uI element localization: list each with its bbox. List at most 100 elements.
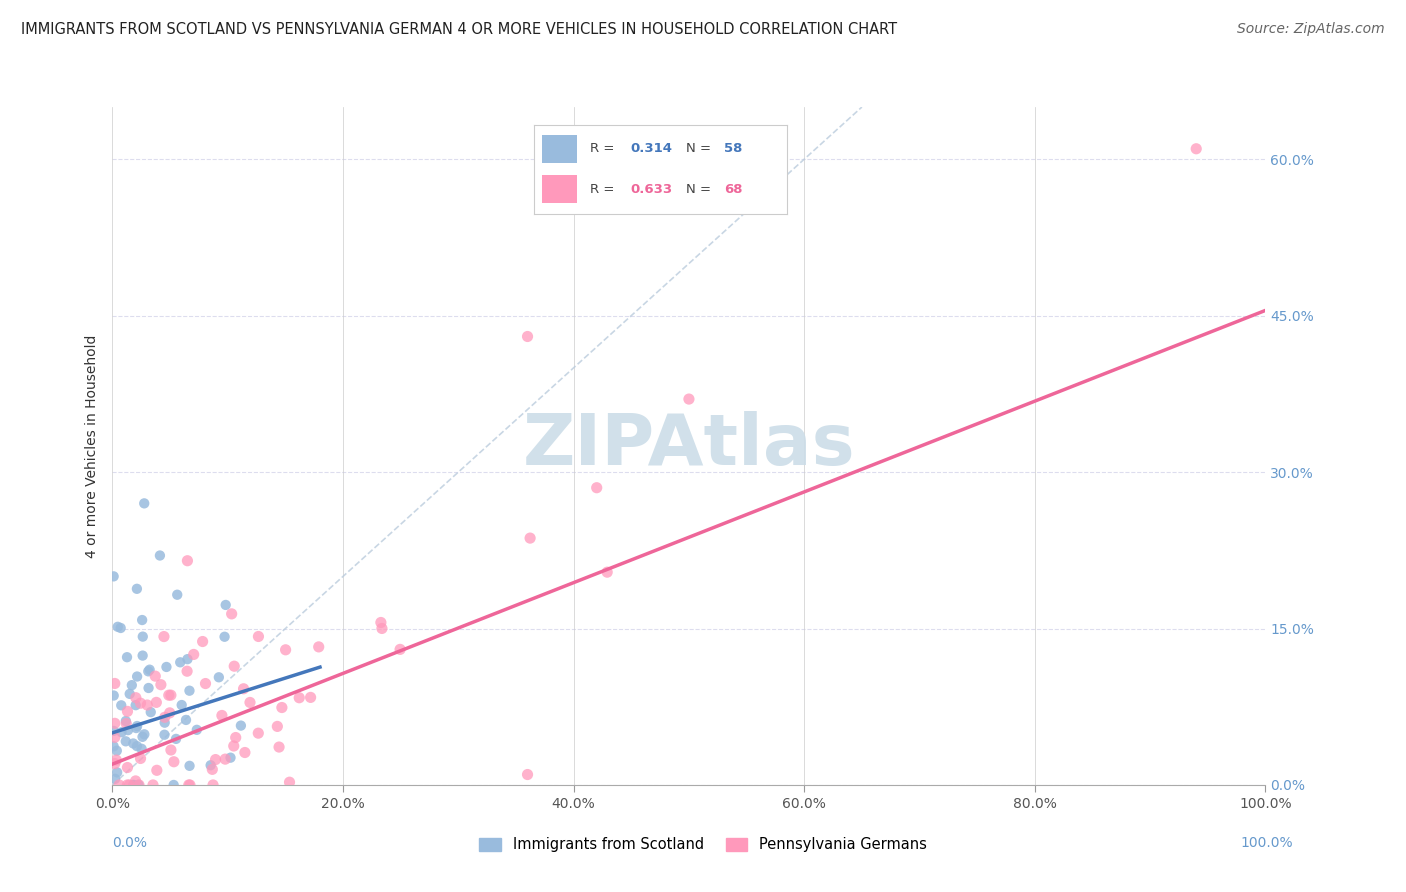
Text: ZIPAtlas: ZIPAtlas xyxy=(523,411,855,481)
Point xyxy=(134,496,156,510)
Point xyxy=(103,739,125,754)
Point xyxy=(266,719,288,733)
Point xyxy=(200,758,222,772)
Point xyxy=(160,743,183,757)
Point xyxy=(176,664,198,678)
Point xyxy=(136,698,159,712)
Point xyxy=(153,715,176,730)
Point xyxy=(153,728,176,742)
Point xyxy=(131,648,153,663)
Point xyxy=(132,630,155,644)
Text: Source: ZipAtlas.com: Source: ZipAtlas.com xyxy=(1237,22,1385,37)
Point xyxy=(215,598,238,612)
Point xyxy=(104,756,127,771)
Point xyxy=(122,778,145,792)
Point xyxy=(174,713,197,727)
Point xyxy=(221,607,243,621)
Point xyxy=(308,640,330,654)
Point xyxy=(117,723,139,738)
Point xyxy=(114,714,136,728)
Point xyxy=(131,613,153,627)
Point xyxy=(117,705,139,719)
Y-axis label: 4 or more Vehicles in Household: 4 or more Vehicles in Household xyxy=(86,334,100,558)
Point xyxy=(516,767,538,781)
Point xyxy=(117,760,139,774)
Point xyxy=(186,723,208,737)
FancyBboxPatch shape xyxy=(541,175,578,203)
Point xyxy=(179,759,201,773)
Point xyxy=(177,778,200,792)
Point xyxy=(519,531,541,545)
Point xyxy=(225,731,247,745)
Point xyxy=(115,716,138,731)
Point xyxy=(219,750,242,764)
Point xyxy=(155,660,177,674)
Point xyxy=(163,755,186,769)
Point xyxy=(110,698,132,713)
Point xyxy=(214,752,236,766)
Text: 68: 68 xyxy=(724,183,742,195)
Point xyxy=(179,683,201,698)
Point xyxy=(110,621,132,635)
Point xyxy=(103,569,125,583)
Point xyxy=(125,721,148,735)
Point xyxy=(104,772,127,786)
Point xyxy=(149,549,172,563)
Point xyxy=(585,481,607,495)
Point xyxy=(107,620,129,634)
Point xyxy=(138,663,160,677)
Point xyxy=(211,708,233,723)
Point xyxy=(229,718,252,732)
Point xyxy=(274,642,297,657)
Point xyxy=(143,669,166,683)
Point xyxy=(105,753,128,767)
Legend: Immigrants from Scotland, Pennsylvania Germans: Immigrants from Scotland, Pennsylvania G… xyxy=(474,831,932,858)
Text: 0.314: 0.314 xyxy=(630,143,672,155)
Point xyxy=(125,698,148,713)
Point xyxy=(267,740,290,755)
Point xyxy=(127,669,149,683)
Point xyxy=(103,689,125,703)
Point xyxy=(169,655,191,669)
Point xyxy=(129,751,152,765)
Point xyxy=(371,622,394,636)
Point xyxy=(142,778,165,792)
Point xyxy=(299,690,322,705)
Point xyxy=(224,659,246,673)
Point xyxy=(179,778,201,792)
Point xyxy=(214,630,236,644)
Text: R =: R = xyxy=(591,183,619,195)
Text: N =: N = xyxy=(686,183,716,195)
FancyBboxPatch shape xyxy=(541,135,578,163)
Point xyxy=(288,690,311,705)
Point xyxy=(153,630,176,644)
Text: 0.633: 0.633 xyxy=(630,183,672,195)
Point xyxy=(118,687,141,701)
Point xyxy=(105,765,128,780)
Point xyxy=(389,642,412,657)
Point xyxy=(145,695,167,709)
Point xyxy=(105,744,128,758)
Point xyxy=(232,681,254,696)
Text: R =: R = xyxy=(591,143,619,155)
Point xyxy=(125,690,148,705)
Point xyxy=(153,710,176,724)
Point xyxy=(108,778,131,792)
Point xyxy=(194,676,217,690)
Point xyxy=(131,730,153,744)
Point xyxy=(176,554,198,568)
Point xyxy=(114,734,136,748)
Point xyxy=(124,773,146,788)
Point xyxy=(122,778,145,792)
Point xyxy=(122,736,145,750)
Text: 58: 58 xyxy=(724,143,742,155)
Point xyxy=(134,727,156,741)
Point xyxy=(103,723,125,738)
Point xyxy=(121,678,143,692)
Point xyxy=(128,778,150,792)
Text: IMMIGRANTS FROM SCOTLAND VS PENNSYLVANIA GERMAN 4 OR MORE VEHICLES IN HOUSEHOLD : IMMIGRANTS FROM SCOTLAND VS PENNSYLVANIA… xyxy=(21,22,897,37)
Point xyxy=(129,696,152,710)
Point xyxy=(128,778,150,792)
Point xyxy=(104,731,127,745)
Point xyxy=(191,634,214,648)
